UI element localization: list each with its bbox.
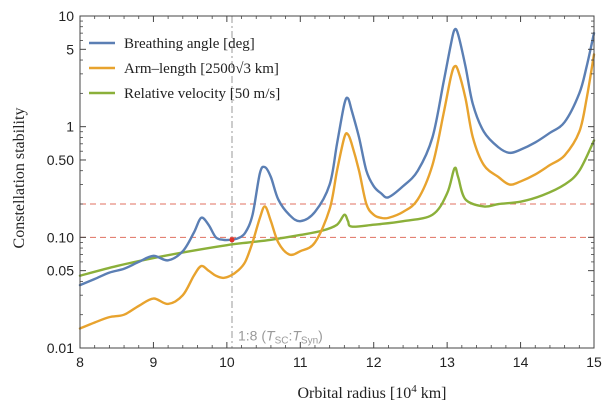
- x-tick-label: 13: [439, 354, 455, 370]
- marker-layer: [229, 237, 235, 243]
- x-axis-title-sup: 4: [411, 383, 417, 395]
- series-line-3: [78, 139, 596, 277]
- annotation-t1-sub: SC: [275, 335, 289, 346]
- x-axis-title-main: Orbital radius [10: [297, 385, 411, 402]
- x-tick-label: 10: [219, 354, 235, 370]
- x-tick-label: 14: [513, 354, 529, 370]
- series-line-1: [78, 27, 596, 287]
- annotation-t2: T: [292, 327, 302, 343]
- x-tick-label: 11: [293, 354, 308, 370]
- plot-background: [80, 16, 594, 348]
- x-tick-label: 12: [366, 354, 382, 370]
- y-tick-label: 0.05: [47, 263, 74, 279]
- y-tick-label: 1: [66, 119, 74, 135]
- annotation-colon: :: [288, 327, 292, 343]
- legend-label-3: Relative velocity [50 m/s]: [124, 86, 280, 102]
- plot-frame: [79, 15, 595, 349]
- y-tick-label: 10: [58, 8, 74, 24]
- annotation-t2-sub: Syn: [301, 335, 318, 346]
- x-axis-title-end: km]: [417, 385, 447, 402]
- plot-area: [80, 16, 594, 348]
- legend-label-2: Arm–length [2500√3 km]: [124, 61, 279, 77]
- x-tick-label: 9: [150, 354, 158, 370]
- legend-label-1: Breathing angle [deg]: [124, 36, 255, 52]
- y-axis-title: Constellation stability: [11, 108, 28, 249]
- y-tick-label: 0.50: [47, 152, 74, 168]
- x-axis-title: Orbital radius [104 km]: [297, 383, 446, 402]
- series-layer: [78, 27, 596, 330]
- annotation-label: 1:8 (TSC:TSyn): [238, 327, 323, 346]
- reference-lines: [80, 16, 594, 348]
- y-tick-label: 0.10: [47, 229, 74, 245]
- annotation-prefix: 1:8 (: [238, 327, 266, 343]
- x-tick-label: 15: [586, 354, 602, 370]
- series-line-2: [78, 53, 596, 330]
- highlight-marker: [229, 237, 235, 243]
- y-tick-label: 0.01: [47, 340, 74, 356]
- legend: Breathing angle [deg] Arm–length [2500√3 …: [89, 36, 280, 102]
- annotation-suffix: ): [318, 327, 323, 343]
- y-tick-label: 5: [66, 41, 74, 57]
- annotation-t1: T: [266, 327, 276, 343]
- x-tick-label: 8: [76, 354, 84, 370]
